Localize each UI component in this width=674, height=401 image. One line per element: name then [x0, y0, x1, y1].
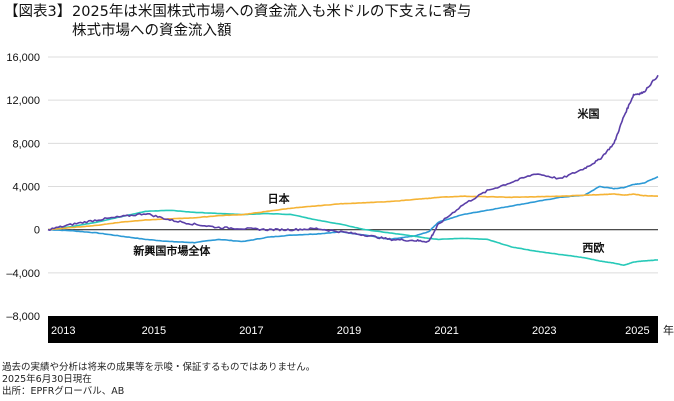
x-tick-label: 2017 — [239, 325, 263, 337]
x-tick-label: 2013 — [51, 325, 75, 337]
x-axis-unit-label: 年 — [663, 323, 674, 337]
y-tick-label: 4,000 — [12, 182, 40, 194]
x-tick-label: 2019 — [337, 325, 361, 337]
series-line-emerging-markets — [47, 176, 659, 244]
series-line-us — [47, 74, 659, 243]
x-tick-label: 2021 — [434, 325, 458, 337]
x-tick-label: 2015 — [142, 325, 166, 337]
y-tick-label: 0 — [34, 225, 40, 237]
gridlines — [48, 56, 658, 274]
label-japan: 日本 — [268, 192, 290, 206]
chart-subtitle: 株式市場への資金流入額 — [72, 23, 232, 39]
source-note: 出所：EPFRグローバル、AB — [2, 386, 125, 397]
label-emerging-markets: 新興国市場全体 — [133, 243, 211, 257]
x-axis-ticks: 2013 2015 2017 2019 2021 2023 2025 — [51, 325, 650, 337]
disclaimer-note: 過去の実績や分析は将来の成果等を示唆・保証するものではありません。 — [2, 362, 316, 373]
y-tick-label: 8,000 — [12, 138, 40, 150]
x-axis-band — [48, 316, 658, 343]
y-tick-label: 12,000 — [6, 95, 40, 107]
label-western-europe: 西欧 — [582, 240, 604, 254]
x-tick-label: 2025 — [625, 325, 649, 337]
label-us: 米国 — [576, 106, 599, 120]
title-text: 2025年は米国株式市場への資金流入も米ドルの下支えに寄与 — [72, 4, 472, 20]
series-lines — [47, 74, 659, 267]
y-tick-label: –4,000 — [6, 268, 40, 280]
chart-title: 【図表3】2025年は米国株式市場への資金流入も米ドルの下支えに寄与 — [4, 2, 471, 22]
y-tick-label: 16,000 — [6, 52, 40, 64]
footnotes: 過去の実績や分析は将来の成果等を示唆・保証するものではありません。 2025年6… — [2, 362, 315, 398]
as-of-date: 2025年6月30日現在 — [2, 374, 92, 385]
figure-tag: 【図表3】 — [4, 4, 72, 20]
y-axis-ticks: 16,000 12,000 8,000 4,000 0 –4,000 –8,000 — [6, 52, 40, 323]
series-line-western-europe — [47, 209, 659, 267]
x-tick-label: 2023 — [532, 325, 556, 337]
y-tick-label: –8,000 — [6, 311, 40, 323]
